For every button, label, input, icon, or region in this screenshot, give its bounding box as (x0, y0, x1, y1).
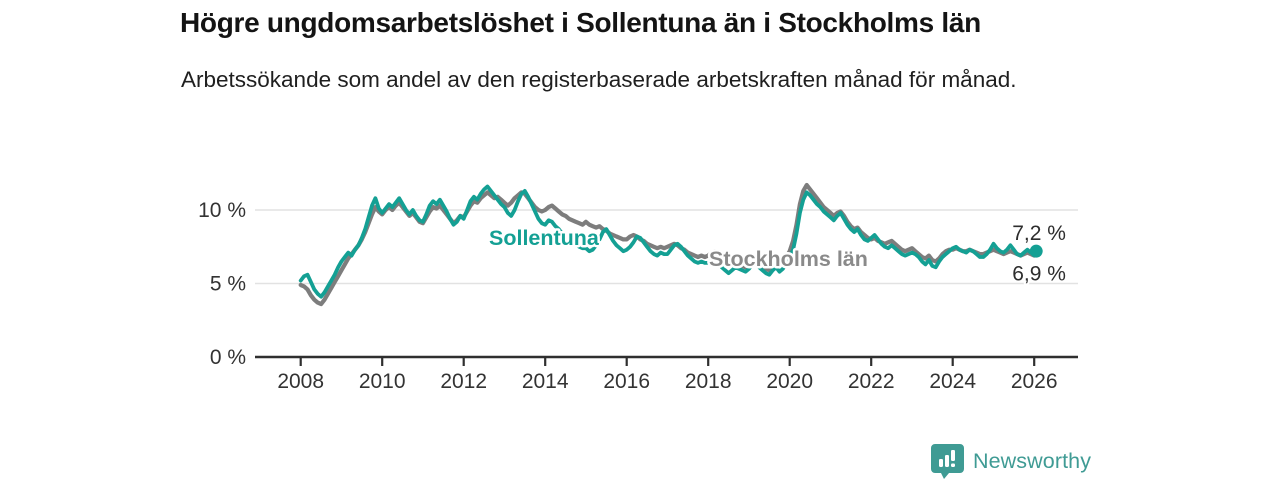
x-tick-label: 2014 (522, 370, 569, 393)
y-tick-label: 0 % (210, 346, 246, 369)
x-tick-label: 2012 (440, 370, 487, 393)
x-tick-label: 2008 (277, 370, 324, 393)
series-label-stockholms-lan: Stockholms län (709, 247, 868, 271)
x-tick-label: 2026 (1011, 370, 1058, 393)
x-tick-label: 2020 (766, 370, 813, 393)
end-value-label-stockholms-lan: 6,9 % (1012, 263, 1066, 286)
logo-bar-tall (945, 455, 949, 467)
x-tick-label: 2018 (685, 370, 732, 393)
series-label-sollentuna: Sollentuna (489, 226, 600, 250)
x-tick-label: 2016 (603, 370, 650, 393)
series-line-stockholms-lan (298, 182, 1037, 307)
x-tick-label: 2022 (848, 370, 895, 393)
end-value-label-sollentuna: 7,2 % (1012, 222, 1066, 245)
x-tick-label: 2010 (359, 370, 406, 393)
newsworthy-wordmark: Newsworthy (973, 448, 1092, 473)
newsworthy-logo-icon (931, 444, 964, 479)
y-tick-label: 5 % (210, 273, 246, 296)
y-tick-label: 10 % (198, 199, 246, 222)
line-chart: 0 % 5 % 10 % 2008 2010 2012 2014 2016 2018 2020 20… (198, 182, 1078, 393)
series-line-sollentuna (298, 184, 1037, 299)
page-title: Högre ungdomsarbetslöshet i Sollentuna ä… (180, 7, 981, 38)
logo-exclamation-bar (951, 450, 955, 461)
x-tick-label: 2024 (929, 370, 976, 393)
chart-subtitle: Arbetssökande som andel av den registerb… (181, 67, 1017, 92)
newsworthy-logo: Newsworthy (931, 443, 1091, 479)
logo-bar-short (939, 459, 943, 467)
series-end-dot-sollentuna (1029, 244, 1043, 258)
logo-exclamation-dot (951, 463, 955, 467)
